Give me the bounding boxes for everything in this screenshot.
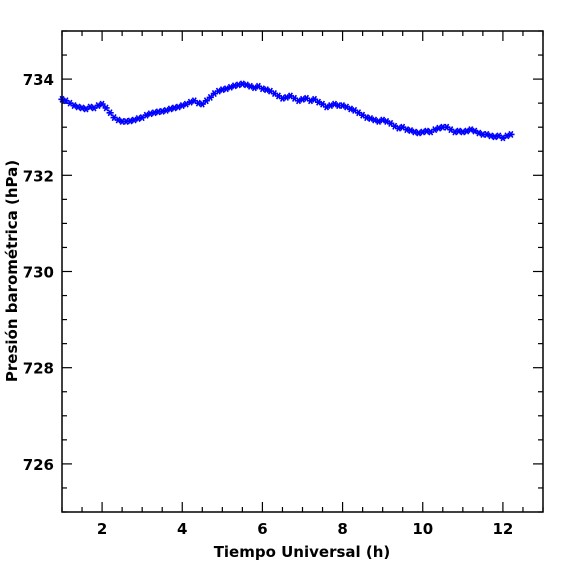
axis-ticks	[61, 30, 544, 513]
x-tick-label: 6	[257, 520, 267, 538]
y-tick-label: 734	[23, 71, 54, 89]
data-point	[234, 81, 242, 89]
data-point	[395, 124, 403, 132]
x-tick-label: 8	[337, 520, 347, 538]
data-point	[419, 128, 427, 136]
data-point	[166, 105, 174, 113]
data-point	[451, 128, 459, 136]
data-point	[507, 130, 515, 138]
data-point	[218, 86, 226, 94]
y-tick-label: 726	[23, 456, 54, 474]
data-point	[198, 100, 206, 108]
data-point	[415, 129, 423, 137]
data-point	[278, 94, 287, 102]
data-series	[58, 80, 515, 142]
data-point	[86, 103, 94, 111]
x-tick-label: 2	[97, 520, 107, 538]
data-point	[423, 127, 431, 135]
data-point	[134, 115, 142, 123]
x-axis-label: Tiempo Universal (h)	[214, 543, 391, 561]
data-point	[206, 93, 214, 101]
data-point	[455, 127, 463, 135]
y-tick-label: 732	[23, 167, 54, 185]
data-point	[158, 107, 166, 115]
data-series-points	[58, 80, 515, 142]
data-point	[459, 128, 467, 136]
data-point	[98, 100, 106, 108]
plot-frame	[61, 30, 544, 513]
data-point	[102, 104, 110, 112]
data-point	[411, 128, 419, 136]
data-point	[78, 104, 86, 112]
data-point	[238, 80, 246, 88]
data-point	[298, 95, 307, 103]
data-point	[403, 126, 411, 134]
x-tick-label: 4	[177, 520, 187, 538]
data-point	[491, 133, 499, 141]
data-point	[170, 104, 178, 112]
tick-labels: 2 4 6 8 10 12 726 728 730 732 734	[23, 71, 514, 538]
x-tick-label: 12	[492, 520, 513, 538]
data-point	[146, 110, 154, 118]
data-point	[74, 103, 82, 111]
data-point	[435, 124, 443, 132]
data-point	[150, 109, 158, 117]
data-point	[363, 114, 371, 122]
data-point	[202, 97, 210, 105]
x-tick-label: 10	[412, 520, 433, 538]
y-tick-label: 730	[23, 264, 54, 282]
data-point	[126, 117, 134, 125]
data-point	[258, 85, 267, 93]
data-point	[106, 109, 114, 117]
data-point	[487, 132, 495, 140]
y-tick-label: 728	[23, 360, 54, 378]
y-axis-label: Presión barométrica (hPa)	[3, 160, 21, 382]
data-point	[230, 82, 238, 90]
data-point	[194, 99, 202, 107]
